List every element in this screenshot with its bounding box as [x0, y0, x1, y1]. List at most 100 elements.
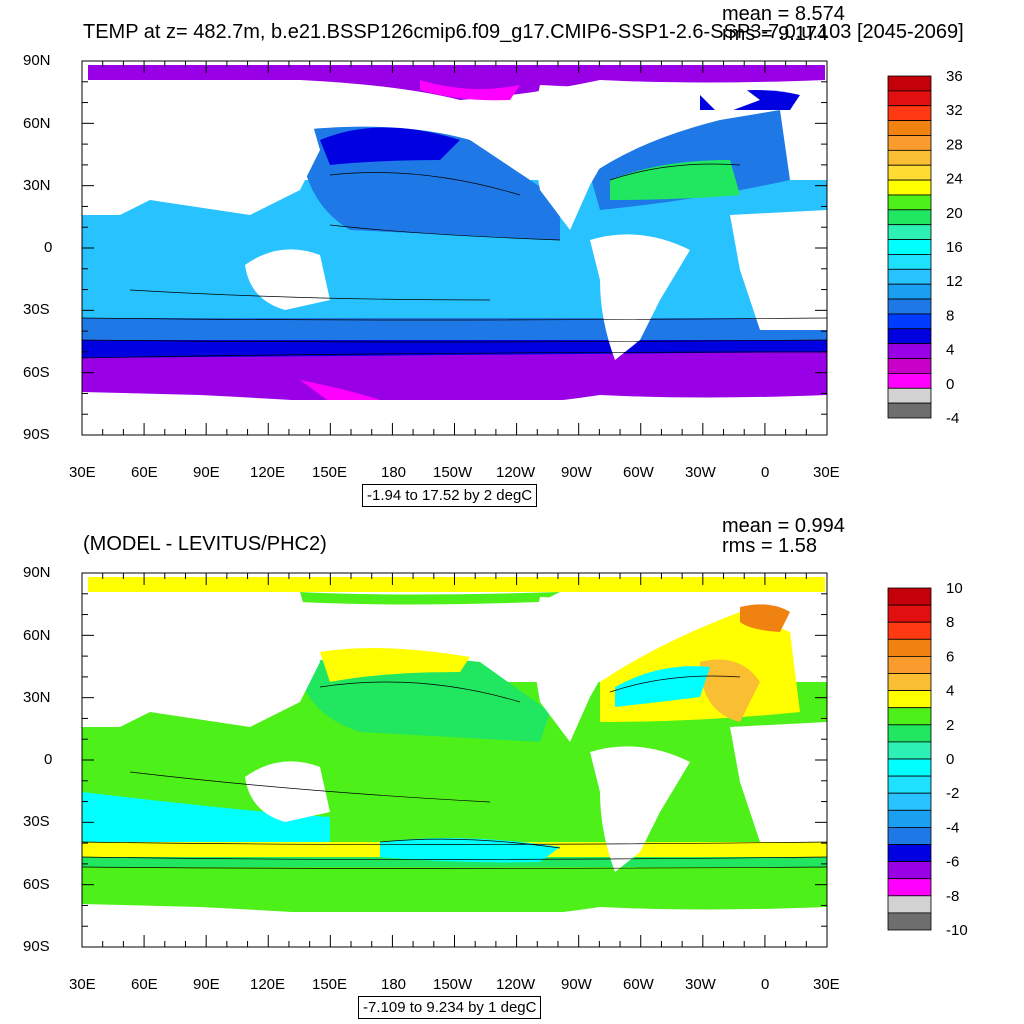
map-region-nordic-seas [740, 604, 790, 632]
lon-label: 90W [561, 976, 592, 993]
map-region-gulf-stream [615, 666, 710, 707]
colorbar-swatch [887, 358, 932, 374]
mean-label: mean = 8.574 [722, 3, 845, 25]
land-north-america [530, 597, 640, 742]
map-region-southern-ocean [82, 352, 827, 409]
colorbar-swatch [887, 895, 932, 914]
lon-label: 120W [496, 464, 536, 481]
land-south-america [590, 746, 690, 872]
lat-label: 90S [23, 426, 50, 443]
land-eurasia [82, 592, 320, 727]
colorbar-label: 0 [946, 751, 954, 768]
colorbar-swatch [887, 268, 932, 285]
lat-label: 60N [23, 115, 51, 132]
colorbar-swatch [887, 844, 932, 863]
lon-label: 150W [433, 464, 473, 481]
colorbar-label: 32 [946, 102, 963, 119]
temperature-map [81, 60, 828, 436]
colorbar-label: 4 [946, 342, 954, 359]
map-region-acc [82, 857, 827, 867]
difference-map-panel: (MODEL - LEVITUS/PHC2) mean = 0.994 rms … [0, 512, 1024, 1024]
colorbar-swatch [887, 861, 932, 880]
colorbar-label: -10 [946, 922, 968, 939]
lon-label: 180 [381, 976, 407, 993]
colorbar-swatch [887, 328, 932, 345]
colorbar-swatch [887, 638, 932, 657]
lat-label: 0 [44, 751, 53, 768]
colorbar-swatch [887, 809, 932, 828]
lat-label: 30N [23, 689, 51, 706]
contour-range-label: -1.94 to 17.52 by 2 degC [362, 484, 538, 507]
colorbar-swatch [887, 878, 932, 897]
mean-label: mean = 0.994 [722, 515, 845, 537]
lat-label: 30S [23, 301, 50, 318]
colorbar-swatch [887, 298, 932, 315]
lat-label: 60S [23, 364, 50, 381]
lon-label: 0 [761, 976, 770, 993]
lon-label: 30E [69, 464, 96, 481]
colorbar-swatch [887, 372, 932, 389]
colorbar-label: 24 [946, 171, 963, 188]
colorbar-label: 16 [946, 239, 963, 256]
lon-label: 150E [312, 976, 348, 993]
colorbar-label: 2 [946, 717, 954, 734]
colorbar-swatch [887, 621, 932, 640]
colorbar-label: 4 [946, 683, 954, 700]
colorbar-swatch [887, 105, 932, 122]
map-region-southern-ocean [82, 867, 827, 921]
colorbar-label: 36 [946, 68, 963, 85]
map-region-kuroshio [320, 648, 470, 682]
colorbar-swatch [887, 224, 932, 240]
lat-label: 90N [23, 52, 51, 69]
land-africa [730, 722, 827, 842]
colorbar-swatch [887, 690, 932, 709]
lon-label: 150E [312, 464, 348, 481]
colorbar-swatch [887, 758, 932, 777]
colorbar-swatch [887, 741, 932, 760]
lat-label: 30S [23, 813, 50, 830]
lon-label: 120W [496, 976, 536, 993]
lat-label: 60S [23, 876, 50, 893]
map-region-indian-south [82, 792, 330, 842]
land-eurasia [82, 80, 320, 215]
map-region-kuroshio [320, 127, 460, 165]
lon-label: 90E [193, 976, 220, 993]
colorbar-swatch [887, 135, 932, 151]
temperature-field [82, 61, 827, 435]
colorbar-swatch [887, 239, 932, 255]
land-greenland [700, 85, 760, 115]
lon-label: 30E [813, 464, 840, 481]
colorbar-label: -4 [946, 410, 959, 427]
land-south-america [590, 234, 690, 360]
map-region-arctic-green [300, 592, 560, 605]
rms-label: rms = 9.174 [722, 23, 829, 45]
colorbar-swatch [887, 673, 932, 692]
lon-label: 0 [761, 464, 770, 481]
colorbar-label: 8 [946, 614, 954, 631]
map-region-north-pacific [300, 657, 550, 742]
temperature-map-panel: TEMP at z= 482.7m, b.e21.BSSP126cmip6.f0… [23, 3, 964, 507]
colorbar-swatch [887, 313, 932, 330]
map-region-azores [700, 659, 760, 722]
lon-label: 60E [131, 976, 158, 993]
colorbar: 36 32 28 24 20 16 12 8 4 0 -4 [887, 68, 963, 427]
colorbar-swatch [887, 90, 932, 107]
panel-title: TEMP at z= 482.7m, b.e21.BSSP126cmip6.f0… [83, 21, 964, 43]
land-africa [730, 210, 827, 330]
colorbar-label: 6 [946, 648, 954, 665]
colorbar-swatch [887, 912, 932, 931]
colorbar-swatch [887, 254, 932, 270]
rms-label: rms = 1.58 [722, 535, 818, 557]
lon-label: 120E [250, 464, 286, 481]
colorbar-label: -8 [946, 888, 959, 905]
land-australia [245, 761, 330, 822]
difference-map [81, 572, 828, 948]
lon-label: 90W [561, 464, 592, 481]
lon-label: 180 [381, 464, 407, 481]
lon-label: 30E [813, 976, 840, 993]
colorbar-swatch [887, 75, 932, 92]
colorbar-swatch [887, 402, 932, 419]
lon-label: 120E [250, 976, 286, 993]
colorbar-swatch [887, 792, 932, 811]
lat-label: 0 [44, 239, 53, 256]
